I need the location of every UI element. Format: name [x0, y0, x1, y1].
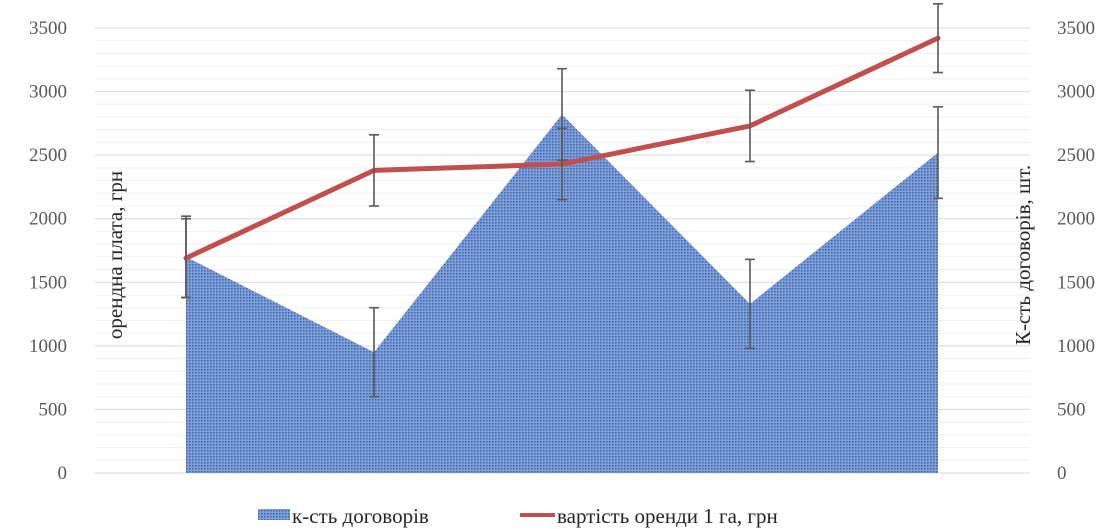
y-tick-label-left: 3000 — [29, 82, 67, 103]
y-axis-left-title: орендна плата, грн — [103, 171, 127, 339]
y-tick-label-left: 1000 — [29, 336, 67, 357]
y-tick-label-left: 3500 — [29, 18, 67, 39]
y-axis-left-ticks: 0 500 1000 1500 2000 2500 3000 3500 — [29, 18, 67, 484]
y-tick-label-right: 0 — [1057, 463, 1067, 484]
y-tick-label-left: 0 — [58, 463, 68, 484]
y-tick-label-right: 2500 — [1057, 145, 1095, 166]
legend-label-area: к-сть договорів — [292, 504, 429, 528]
legend: к-сть договорів вартість оренди 1 га, гр… — [258, 504, 778, 528]
line-error-bars — [181, 3, 943, 299]
y-tick-label-left: 500 — [39, 399, 68, 420]
y-tick-label-right: 500 — [1057, 399, 1086, 420]
y-tick-label-left: 2000 — [29, 209, 67, 230]
y-tick-label-right: 3000 — [1057, 82, 1095, 103]
y-tick-label-right: 2000 — [1057, 209, 1095, 230]
y-tick-label-left: 1500 — [29, 272, 67, 293]
y-tick-label-right: 1000 — [1057, 336, 1095, 357]
y-tick-label-right: 3500 — [1057, 18, 1095, 39]
legend-label-line: вартість оренди 1 га, грн — [557, 504, 778, 528]
y-axis-right-title: К-сть договорів, шт. — [1011, 165, 1035, 345]
y-tick-label-left: 2500 — [29, 145, 67, 166]
legend-swatch-area — [258, 509, 290, 520]
y-tick-label-right: 1500 — [1057, 272, 1095, 293]
y-axis-right-ticks: 0 500 1000 1500 2000 2500 3000 3500 — [1057, 18, 1095, 484]
